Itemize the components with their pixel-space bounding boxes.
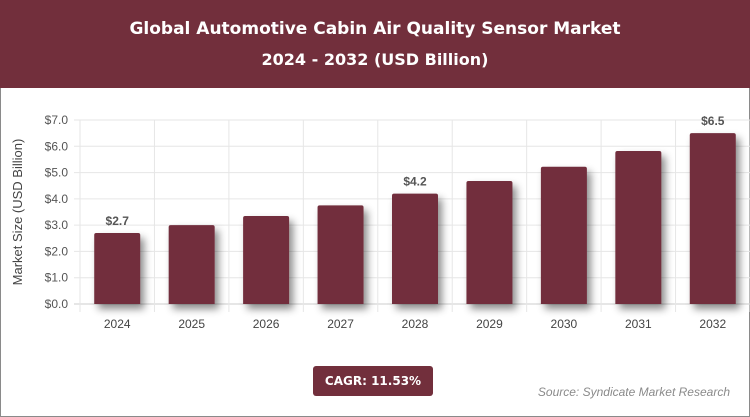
bar-2028 [392, 193, 438, 304]
chart-title: Global Automotive Cabin Air Quality Sens… [129, 19, 621, 39]
bar-2025 [168, 225, 215, 304]
y-tick-label: $1.0 [45, 271, 69, 285]
bar-2026 [243, 215, 290, 304]
y-tick-label: $7.0 [45, 113, 69, 127]
chart-subtitle: 2024 - 2032 (USD Billion) [261, 50, 489, 69]
x-tick-label: 2032 [699, 317, 726, 331]
y-axis-label: Market Size (USD Billion) [10, 139, 25, 286]
data-label-2032: $6.5 [701, 114, 725, 128]
y-tick-label: $0.0 [45, 297, 69, 311]
bar-2030 [540, 166, 587, 304]
bar-2024 [94, 233, 141, 304]
cagr-badge: CAGR: 11.53% [313, 366, 433, 396]
x-tick-label: 2025 [178, 317, 205, 331]
data-label-2024: $2.7 [106, 214, 130, 228]
y-tick-label: $2.0 [45, 244, 69, 258]
x-tick-label: 2031 [625, 317, 652, 331]
x-tick-label: 2029 [476, 317, 503, 331]
y-tick-label: $5.0 [45, 166, 69, 180]
x-tick-label: 2028 [402, 317, 429, 331]
x-tick-label: 2026 [253, 317, 280, 331]
bar-2031 [615, 151, 662, 304]
source-note: Source: Syndicate Market Research [537, 385, 730, 399]
bar-2032 [689, 133, 736, 304]
x-tick-label: 2027 [327, 317, 354, 331]
y-tick-label: $4.0 [45, 192, 69, 206]
chart-header: Global Automotive Cabin Air Quality Sens… [0, 0, 750, 88]
x-tick-label: 2024 [104, 317, 131, 331]
x-tick-label: 2030 [551, 317, 578, 331]
y-tick-label: $3.0 [45, 218, 69, 232]
y-tick-label: $6.0 [45, 139, 69, 153]
bar-2027 [317, 205, 364, 304]
bar-2029 [466, 180, 513, 304]
data-label-2028: $4.2 [403, 175, 427, 189]
